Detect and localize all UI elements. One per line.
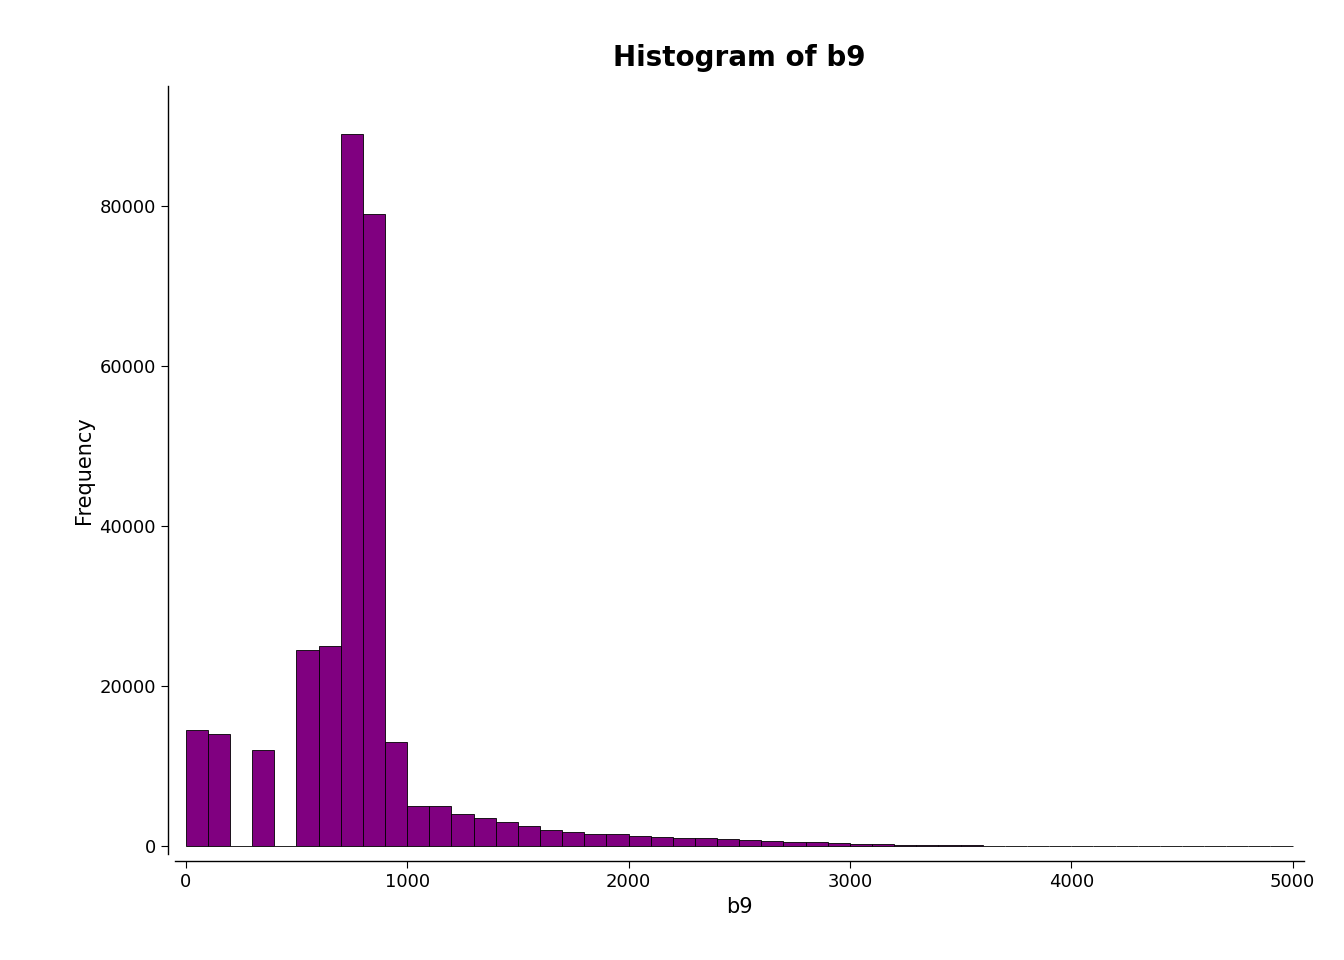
Bar [695,838,718,847]
Bar [761,841,784,847]
Bar [629,836,650,847]
Bar [407,806,429,847]
Bar [961,846,982,847]
Bar [341,134,363,847]
Bar [517,827,540,847]
Bar [828,843,849,847]
X-axis label: b9: b9 [726,897,753,917]
Bar [673,837,695,847]
Bar [452,814,473,847]
Bar [872,845,894,847]
Bar [253,751,274,847]
Bar [784,842,805,847]
Bar [805,843,828,847]
Bar [849,844,872,847]
Y-axis label: Frequency: Frequency [74,417,94,524]
Bar [429,806,452,847]
Bar [917,845,938,847]
Bar [208,734,230,847]
Bar [718,839,739,847]
Bar [739,840,761,847]
Bar [938,845,961,847]
Bar [540,830,562,847]
Bar [319,646,341,847]
Bar [496,823,517,847]
Bar [585,833,606,847]
Bar [185,731,208,847]
Bar [606,834,629,847]
Title: Histogram of b9: Histogram of b9 [613,43,866,72]
Bar [894,845,917,847]
Bar [562,832,585,847]
Bar [363,214,384,847]
Bar [650,837,673,847]
Bar [384,742,407,847]
Bar [473,818,496,847]
Bar [297,651,319,847]
